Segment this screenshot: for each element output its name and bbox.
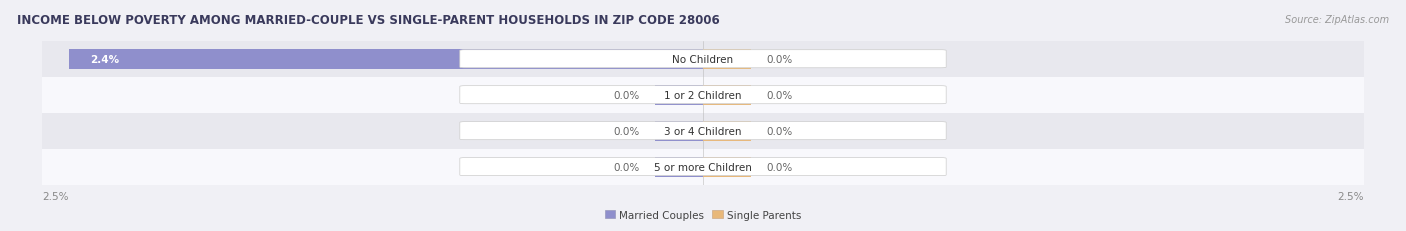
Text: Source: ZipAtlas.com: Source: ZipAtlas.com [1285,15,1389,25]
Bar [703,121,751,141]
Bar [69,50,703,69]
Text: 0.0%: 0.0% [613,126,640,136]
Bar [655,121,703,141]
Text: 0.0%: 0.0% [766,126,793,136]
Text: 0.0%: 0.0% [766,162,793,172]
Bar [42,77,1364,113]
FancyBboxPatch shape [460,158,946,176]
Text: 3 or 4 Children: 3 or 4 Children [664,126,742,136]
Text: No Children: No Children [672,55,734,64]
Text: 2.5%: 2.5% [1337,191,1364,201]
Text: 5 or more Children: 5 or more Children [654,162,752,172]
FancyBboxPatch shape [460,122,946,140]
Text: INCOME BELOW POVERTY AMONG MARRIED-COUPLE VS SINGLE-PARENT HOUSEHOLDS IN ZIP COD: INCOME BELOW POVERTY AMONG MARRIED-COUPL… [17,14,720,27]
Text: 1 or 2 Children: 1 or 2 Children [664,90,742,100]
Bar [703,157,751,177]
Bar [655,85,703,105]
Text: 0.0%: 0.0% [613,90,640,100]
Text: 0.0%: 0.0% [613,162,640,172]
Bar [42,149,1364,185]
Bar [42,113,1364,149]
Text: 0.0%: 0.0% [766,90,793,100]
Bar [42,42,1364,77]
Text: 0.0%: 0.0% [766,55,793,64]
FancyBboxPatch shape [460,51,946,68]
FancyBboxPatch shape [460,86,946,104]
Text: 2.5%: 2.5% [42,191,69,201]
Bar [703,85,751,105]
Text: 2.4%: 2.4% [90,55,120,64]
Bar [703,50,751,69]
Bar [655,157,703,177]
Legend: Married Couples, Single Parents: Married Couples, Single Parents [600,206,806,224]
